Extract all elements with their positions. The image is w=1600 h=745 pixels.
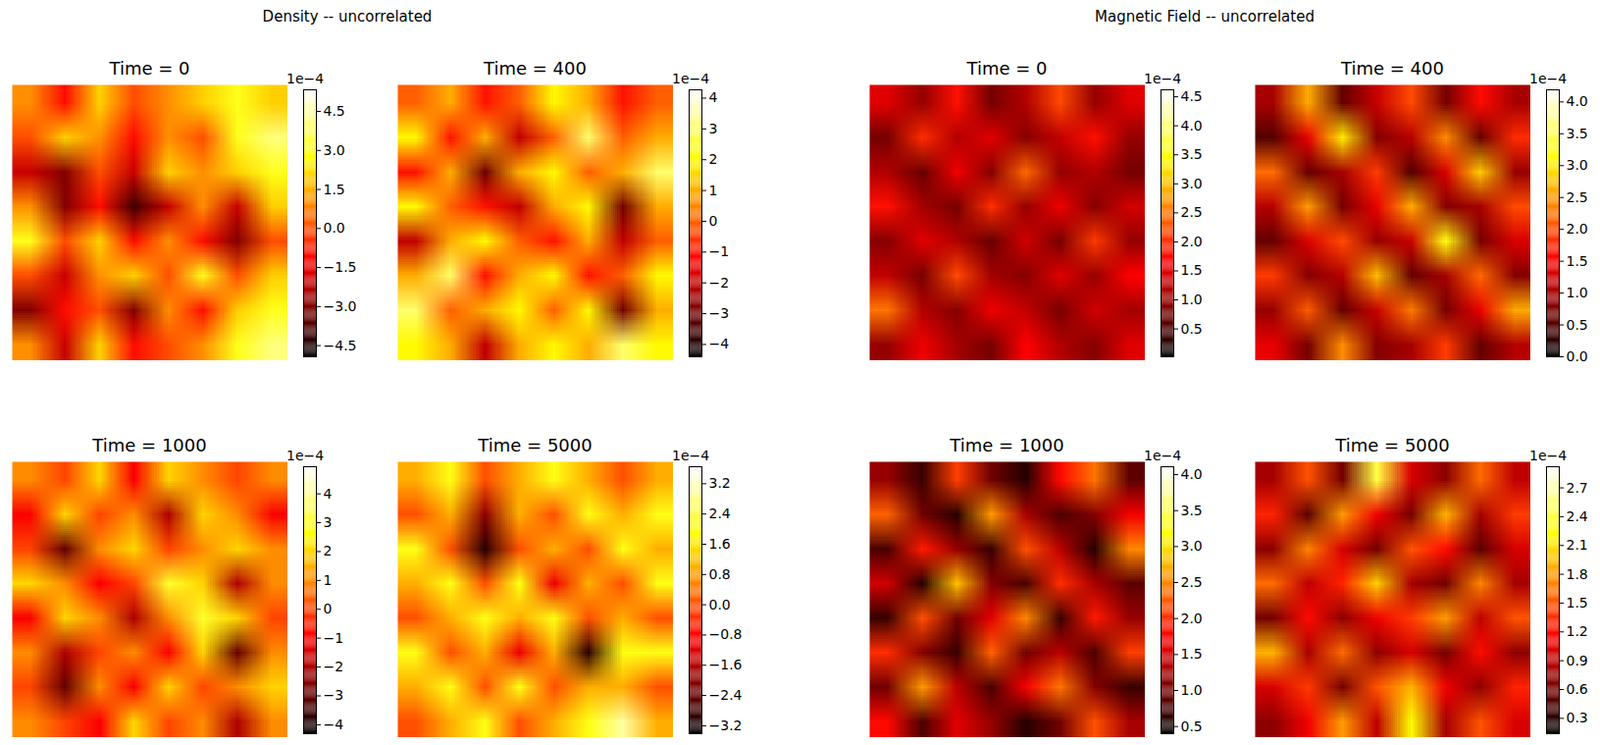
svg-text:−3.0: −3.0 — [323, 298, 358, 314]
svg-text:0.3: 0.3 — [1566, 709, 1589, 725]
svg-text:4.5: 4.5 — [1181, 88, 1203, 104]
svg-text:3.5: 3.5 — [1181, 146, 1203, 162]
svg-text:4.5: 4.5 — [323, 103, 346, 119]
html-text:1e−4: 1e−4 — [286, 70, 324, 87]
svg-text:3.0: 3.0 — [1566, 156, 1589, 173]
svg-text:0.9: 0.9 — [1566, 652, 1589, 669]
svg-text:1.5: 1.5 — [1566, 594, 1589, 611]
html-text:Time = 1000: Time = 1000 — [949, 434, 1065, 456]
html-text:1e−4: 1e−4 — [1143, 70, 1182, 87]
svg-text:1.8: 1.8 — [1566, 566, 1589, 582]
html-text:Magnetic Field -- uncorrelated: Magnetic Field -- uncorrelated — [1094, 7, 1315, 26]
svg-text:1.0: 1.0 — [1181, 681, 1203, 698]
svg-text:−4: −4 — [709, 335, 730, 352]
html-text:1e−4: 1e−4 — [1529, 447, 1567, 464]
svg-text:0: 0 — [323, 600, 333, 617]
svg-text:1.0: 1.0 — [1181, 291, 1203, 308]
svg-text:2.7: 2.7 — [1566, 479, 1589, 496]
html-text:1e−4: 1e−4 — [1143, 447, 1182, 464]
svg-text:−2: −2 — [709, 274, 730, 291]
svg-text:3: 3 — [709, 120, 719, 137]
svg-text:−1.5: −1.5 — [323, 258, 358, 275]
svg-text:3.2: 3.2 — [709, 474, 731, 491]
svg-text:2.5: 2.5 — [1181, 573, 1203, 590]
svg-text:1.5: 1.5 — [1181, 645, 1203, 662]
svg-text:0: 0 — [709, 212, 719, 229]
html-text:Time = 5000: Time = 5000 — [478, 434, 593, 456]
svg-text:2.0: 2.0 — [1181, 233, 1203, 250]
svg-text:1.5: 1.5 — [1566, 253, 1589, 269]
svg-text:3.0: 3.0 — [323, 142, 346, 158]
html-text:1e−4: 1e−4 — [286, 447, 324, 464]
svg-text:2: 2 — [323, 542, 333, 559]
svg-text:3: 3 — [323, 514, 333, 530]
svg-text:1.6: 1.6 — [709, 535, 731, 552]
html-text:Density -- uncorrelated: Density -- uncorrelated — [262, 7, 433, 26]
svg-text:1.0: 1.0 — [1566, 284, 1589, 301]
svg-text:0.6: 0.6 — [1566, 680, 1589, 697]
svg-text:−2: −2 — [323, 658, 345, 674]
svg-text:2.4: 2.4 — [709, 505, 731, 521]
svg-text:4.0: 4.0 — [1181, 117, 1203, 134]
html-text:1e−4: 1e−4 — [671, 70, 710, 87]
svg-text:−1: −1 — [323, 629, 345, 646]
html-text:1e−4: 1e−4 — [671, 447, 710, 464]
svg-text:−3: −3 — [323, 686, 345, 703]
svg-text:−3: −3 — [709, 305, 730, 321]
svg-text:2.5: 2.5 — [1181, 204, 1203, 220]
html-text:1e−4: 1e−4 — [1529, 70, 1567, 87]
html-text:Time = 0: Time = 0 — [109, 57, 190, 79]
html-text:Time = 1000: Time = 1000 — [92, 434, 207, 456]
svg-text:−1: −1 — [709, 243, 730, 259]
svg-text:0.5: 0.5 — [1181, 718, 1203, 734]
svg-text:4.0: 4.0 — [1566, 93, 1589, 109]
html-text:Time = 5000: Time = 5000 — [1335, 434, 1450, 456]
svg-text:1.2: 1.2 — [1566, 622, 1589, 639]
svg-text:2.4: 2.4 — [1566, 508, 1589, 524]
svg-text:0.0: 0.0 — [323, 219, 346, 236]
svg-text:0.0: 0.0 — [1566, 348, 1589, 364]
svg-text:0.0: 0.0 — [709, 596, 731, 613]
svg-text:3.0: 3.0 — [1181, 175, 1203, 192]
svg-text:−3.2: −3.2 — [709, 717, 743, 733]
svg-text:1.5: 1.5 — [323, 181, 346, 198]
svg-text:1: 1 — [323, 571, 333, 588]
svg-text:0.5: 0.5 — [1181, 320, 1203, 337]
svg-text:3.5: 3.5 — [1181, 502, 1203, 518]
svg-text:2.1: 2.1 — [1566, 536, 1589, 553]
svg-text:1: 1 — [709, 182, 719, 199]
svg-text:−0.8: −0.8 — [709, 625, 743, 642]
html-text:Time = 400: Time = 400 — [483, 57, 587, 79]
svg-text:3.5: 3.5 — [1566, 125, 1589, 142]
svg-text:−4: −4 — [323, 716, 345, 732]
svg-text:4: 4 — [709, 89, 719, 105]
svg-text:2.5: 2.5 — [1566, 189, 1589, 206]
html-text:Time = 400: Time = 400 — [1341, 57, 1445, 79]
svg-text:2: 2 — [709, 151, 719, 167]
svg-text:0.8: 0.8 — [709, 566, 731, 582]
svg-text:1.5: 1.5 — [1181, 261, 1203, 278]
svg-text:−2.4: −2.4 — [709, 686, 743, 703]
svg-text:3.0: 3.0 — [1181, 537, 1203, 554]
svg-text:4.0: 4.0 — [1181, 465, 1203, 482]
svg-text:2.0: 2.0 — [1566, 220, 1589, 237]
html-text:Time = 0: Time = 0 — [966, 57, 1048, 79]
svg-text:4: 4 — [323, 485, 333, 502]
svg-text:2.0: 2.0 — [1181, 610, 1203, 626]
svg-text:−1.6: −1.6 — [709, 656, 743, 672]
svg-text:−4.5: −4.5 — [323, 337, 358, 354]
svg-text:0.5: 0.5 — [1566, 316, 1589, 333]
